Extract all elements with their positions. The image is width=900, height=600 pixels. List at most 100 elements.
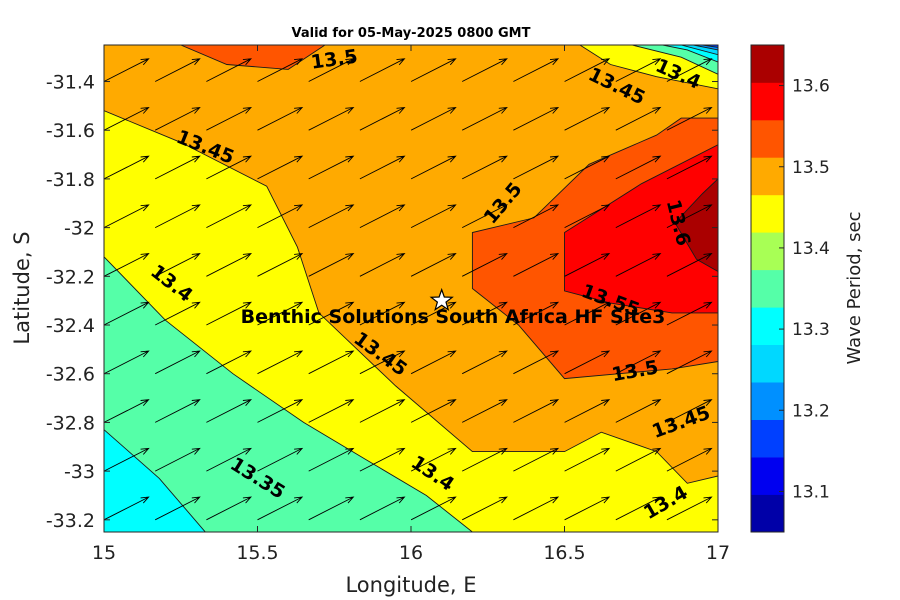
wave-arrow [564,447,611,472]
colorbar-segment [751,419,784,458]
wave-arrow [206,496,252,521]
wave-arrow [206,253,252,277]
wave-arrow [461,58,508,82]
y-tick-label: -33.2 [46,510,95,532]
x-tick-label: 17 [706,542,730,564]
x-axis-ticks: 15 15.5 16 16.5 17 [92,45,730,564]
colorbar-segment [751,457,784,495]
wave-arrow [104,447,150,472]
wave-arrow [206,204,252,229]
x-tick-label: 15 [92,542,116,564]
contour-band-0 [104,256,474,532]
wave-arrow [410,350,457,375]
wave-arrow [461,350,508,375]
wave-arrow [359,58,406,82]
wave-arrow [359,204,406,229]
wave-arrow [257,253,304,277]
wave-arrow [257,155,304,180]
wave-arrow [666,447,713,472]
wave-arrow [257,496,304,521]
colorbar-segment [751,82,784,121]
wave-arrow [461,496,508,521]
y-tick-label: -32 [64,218,95,240]
wave-arrow [513,106,560,131]
wave-arrow [308,399,355,423]
wave-arrow [154,399,201,423]
wave-arrow [104,399,150,423]
contour-band-12 [702,45,718,48]
wave-arrow [206,447,252,472]
wave-arrow [410,204,457,229]
wave-arrow [410,399,457,423]
wave-arrow [666,58,713,82]
wave-arrow [154,58,201,82]
wave-arrow [206,106,252,131]
wave-arrow [359,301,406,326]
colorbar-segment [751,382,784,420]
colorbar-label: Wave Period, sec [844,211,865,364]
wave-arrow [615,155,662,180]
wave-arrow [257,204,304,229]
wave-arrow [615,496,662,521]
wave-arrow [308,350,355,375]
wave-arrow [461,447,508,472]
wave-arrow [154,253,201,277]
wave-arrow [308,253,355,277]
wave-arrow [154,350,201,375]
colorbar-tick-label: 13.1 [792,482,830,502]
colorbar-frame [750,44,785,533]
wave-arrow [359,496,406,521]
wave-arrow [154,447,201,472]
y-tick-label: -32.6 [46,364,95,386]
wave-arrow [513,204,560,229]
x-tick-label: 16.5 [543,542,585,564]
wave-arrow [513,58,560,82]
wave-arrow [104,204,150,229]
wave-arrow [410,106,457,131]
site-star-marker [429,287,454,312]
colorbar: 13.1 13.2 13.3 13.4 13.5 13.6 [750,44,830,533]
wave-arrow [513,155,560,180]
wave-arrow [461,155,508,180]
wave-arrow [615,350,662,375]
wave-arrow [104,155,150,180]
wave-arrow [206,155,252,180]
wave-arrow [615,58,662,82]
site-label: Benthic Solutions South Africa HF Site3 [241,306,666,328]
wave-arrow [257,447,304,472]
wave-arrow [513,447,560,472]
wave-arrow [615,399,662,423]
wave-arrow [410,58,457,82]
y-axis-ticks: -31.4 -31.6 -31.8 -32 -32.2 -32.4 -32.6 -32.8 -3… [46,72,718,532]
wave-arrow [410,447,457,472]
wave-arrow [564,301,611,326]
wave-arrow [257,58,304,82]
wave-arrow [104,106,150,131]
wave-arrow [513,301,560,326]
wave-arrow [564,204,611,229]
wave-arrow [206,399,252,423]
y-tick-label: -32.2 [46,266,95,288]
y-tick-label: -33 [64,461,95,483]
x-tick-label: 15.5 [236,542,278,564]
wave-arrow [308,58,355,82]
y-tick-label: -31.8 [46,169,95,191]
wave-arrow [154,301,201,326]
wave-arrow [104,496,150,521]
wave-arrow [513,350,560,375]
wave-arrow [564,155,611,180]
wave-arrow [410,496,457,521]
wave-arrow [257,301,304,326]
wave-arrow [564,106,611,131]
wave-arrow [666,301,713,326]
wave-arrow [666,350,713,375]
wave-arrow [154,155,201,180]
wave-arrow [666,253,713,277]
wave-arrow [615,204,662,229]
wave-arrow [461,399,508,423]
y-tick-label: -32.4 [46,315,95,337]
wave-arrow [615,447,662,472]
x-axis-title: Longitude, E [345,573,476,597]
